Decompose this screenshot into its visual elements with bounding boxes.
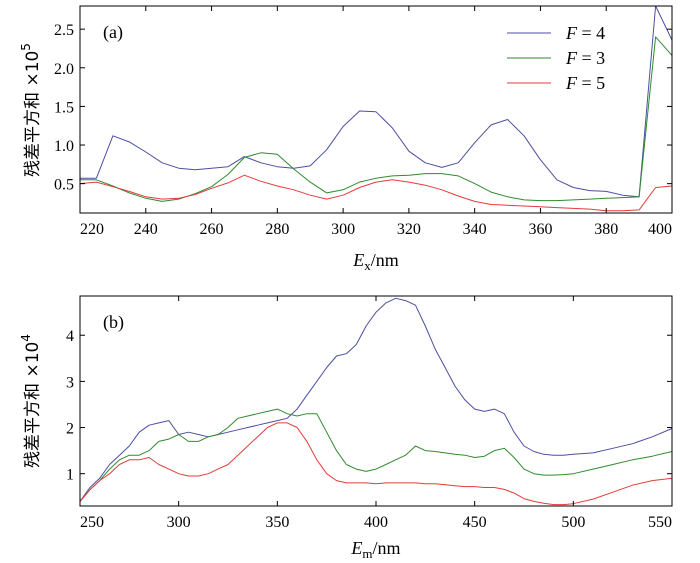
- panel-b-x-axis-unit: /nm: [373, 538, 401, 558]
- panel-a-x-axis-sub: x: [364, 258, 371, 273]
- legend-label-f4-var: F: [565, 23, 578, 43]
- panel-a-x-tick-label: 340: [463, 221, 487, 238]
- panel-a-series-layer: [79, 5, 673, 212]
- panel-a-x-tick-label: 380: [594, 221, 618, 238]
- panel-b-series-line-1: [79, 297, 673, 502]
- panel-a-x-tick-label: 360: [528, 221, 552, 238]
- panel-b-x-tick-label: 450: [463, 514, 487, 531]
- panel-a-x-tick-label: 240: [134, 221, 158, 238]
- panel-b-y-axis-title: 残差平方和 ×104: [19, 334, 43, 468]
- panel-a-x-tick-label: 280: [265, 221, 289, 238]
- panel-b-x-tick-label: 550: [648, 514, 672, 531]
- legend-label-f5-rest: = 5: [577, 73, 605, 93]
- panel-b-x-tick-label: 250: [80, 514, 104, 531]
- legend-label-f4-rest: = 4: [577, 23, 605, 43]
- panel-a-y-axis-title: 残差平方和 ×105: [19, 43, 43, 177]
- legend-label-f5-var: F: [565, 73, 578, 93]
- panel-b-x-axis-title: Em/nm: [350, 538, 400, 561]
- panel-a-series-line-3: [79, 174, 673, 212]
- panel-a-y-axis-exponent: 5: [19, 43, 33, 51]
- panel-b-label: (b): [103, 312, 124, 333]
- legend-label-f5: F = 5: [565, 73, 605, 93]
- panel-a-x-ticks: 220 240 260 280 300 320 340 360 380 400: [79, 6, 673, 238]
- panel-a-series-line-1: [80, 5, 673, 198]
- panel-a-x-tick-label: 260: [200, 221, 224, 238]
- panel-b-x-axis-sub: m: [362, 546, 372, 561]
- panel-b-y-tick-label: 3: [66, 374, 74, 391]
- panel-a-series-line-2: [80, 36, 673, 202]
- panel-a-y-tick-label: 1.0: [54, 138, 74, 155]
- panel-a-y-tick-label: 1.5: [54, 99, 74, 116]
- panel-a-y-axis-text: 残差平方和 ×10: [23, 51, 43, 177]
- panel-b-y-tick-label: 4: [66, 328, 74, 345]
- panel-a-y-tick-label: 2.5: [54, 22, 74, 39]
- legend-label-f3-var: F: [565, 48, 578, 68]
- panel-b-x-ticks: 250 300 350 400 450 500 550: [79, 296, 673, 531]
- panel-a-x-tick-label: 300: [331, 221, 355, 238]
- panel-b-y-tick-label: 2: [66, 421, 74, 438]
- panel-a: 220 240 260 280 300 320 340 360 380 400 0.5 1.0 1.5…: [19, 5, 673, 273]
- panel-a-x-axis-var: E: [352, 250, 364, 270]
- panel-b-series-line-3: [79, 422, 673, 506]
- legend-label-f3-rest: = 3: [577, 48, 605, 68]
- legend-label-f3: F = 3: [565, 48, 605, 68]
- panel-b-series-line-2: [79, 408, 673, 502]
- panel-b-x-tick-label: 400: [364, 514, 388, 531]
- legend-label-f4: F = 4: [565, 23, 605, 43]
- panel-b-x-tick-label: 300: [167, 514, 191, 531]
- panel-b-x-axis-var: E: [350, 538, 362, 558]
- panel-b-series-layer: [79, 297, 673, 506]
- panel-a-x-axis-title: Ex/nm: [352, 250, 399, 273]
- panel-a-x-axis-unit: /nm: [371, 250, 399, 270]
- panel-a-x-tick-label: 400: [648, 221, 672, 238]
- panel-b-plot-frame: [79, 295, 673, 507]
- panel-a-plot-frame: [79, 5, 673, 214]
- panel-a-y-tick-label: 2.0: [54, 61, 74, 78]
- panel-a-y-ticks: 0.5 1.0 1.5 2.0 2.5: [54, 22, 672, 194]
- panel-b-x-tick-label: 350: [265, 514, 289, 531]
- panel-b-x-tick-label: 500: [561, 514, 585, 531]
- panel-a-label: (a): [103, 22, 123, 43]
- panel-b-y-axis-text: 残差平方和 ×10: [23, 342, 43, 468]
- panel-b-y-tick-label: 1: [66, 467, 74, 484]
- panel-b-y-ticks: 1 2 3 4: [66, 328, 672, 484]
- panel-a-y-tick-label: 0.5: [54, 177, 74, 194]
- legend: F = 4 F = 3 F = 5: [507, 23, 605, 93]
- panel-b-y-axis-exponent: 4: [19, 334, 33, 342]
- panel-a-x-tick-label: 320: [397, 221, 421, 238]
- panel-b: 250 300 350 400 450 500 550 1 2 3 4 (b) Em/nm 残差平…: [19, 295, 673, 561]
- panel-a-x-tick-label: 220: [80, 221, 104, 238]
